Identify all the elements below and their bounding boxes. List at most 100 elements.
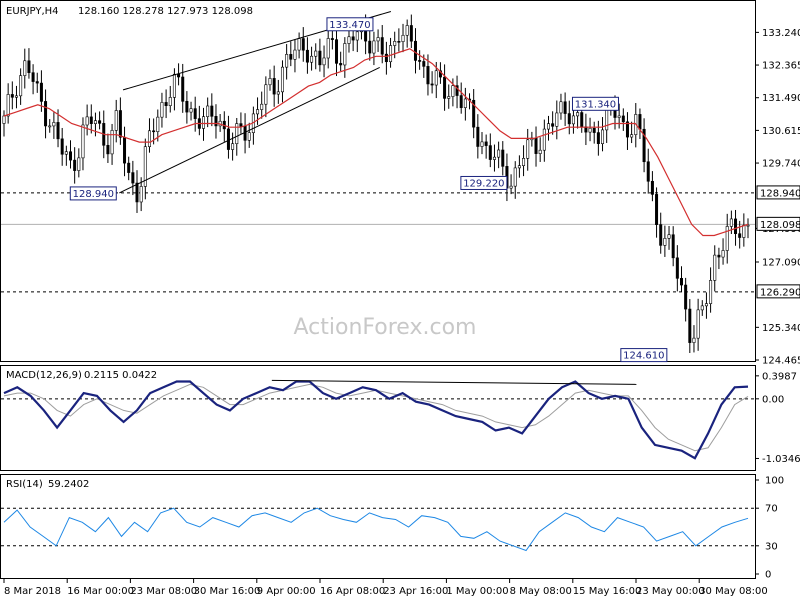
candle-body	[576, 113, 578, 116]
rsi-pane-values: 59.2402	[48, 479, 89, 490]
candle-body	[414, 41, 416, 60]
candle-body	[464, 99, 466, 108]
price-annotation-label: 129.220	[463, 178, 504, 189]
candle-body	[443, 77, 445, 98]
candle-body	[493, 157, 495, 159]
candle-body	[44, 101, 46, 126]
candle-body	[127, 163, 129, 172]
candle-body	[747, 225, 749, 226]
candle-body	[639, 114, 641, 129]
candle-body	[302, 39, 304, 51]
x-tick-label: 1 May 00:00	[446, 586, 508, 597]
candle-body	[11, 94, 13, 97]
price-annotation-label: 131.340	[575, 99, 616, 110]
candle-body	[344, 44, 346, 65]
candle-body	[265, 85, 267, 104]
candle-body	[726, 226, 728, 250]
candle-body	[148, 131, 150, 147]
candle-body	[231, 144, 233, 150]
candle-body	[481, 142, 483, 147]
candle-body	[111, 130, 113, 154]
candle-body	[240, 124, 242, 127]
candle-body	[431, 84, 433, 85]
price-level-box: 126.290	[757, 285, 800, 299]
candle-body	[256, 110, 258, 114]
rsi-y-tick-label: 30	[765, 541, 778, 552]
candle-body	[622, 116, 624, 122]
candle-body	[522, 158, 524, 165]
candle-body	[560, 102, 562, 113]
candle-body	[734, 219, 736, 234]
candle-body	[211, 106, 213, 116]
macd-y-tick-label: 0.3987	[762, 371, 797, 382]
candle-body	[323, 58, 325, 65]
candle-body	[660, 225, 662, 246]
price-y-tick-label: 130.615	[762, 126, 800, 137]
x-tick-label: 16 Apr 08:00	[320, 586, 385, 597]
x-tick-label: 16 Mar 00:00	[67, 586, 134, 597]
x-tick-label: 8 May 08:00	[510, 586, 572, 597]
candle-body	[556, 113, 558, 126]
candle-body	[743, 225, 745, 237]
candle-body	[86, 117, 88, 125]
candle-body	[705, 304, 707, 306]
candle-body	[161, 102, 163, 117]
candle-body	[402, 35, 404, 41]
x-tick-label: 8 Mar 2018	[4, 586, 61, 597]
price-annotation-label: 124.610	[623, 351, 664, 362]
candle-body	[435, 71, 437, 85]
candle-body	[310, 56, 312, 62]
candle-body	[672, 235, 674, 258]
price-y-tick-label: 129.740	[762, 159, 800, 170]
candle-body	[3, 116, 5, 123]
candle-body	[730, 219, 732, 227]
price-annotation-label: 128.940	[73, 189, 114, 200]
candle-body	[119, 111, 121, 138]
price-y-tick-label: 127.090	[762, 257, 800, 268]
candle-body	[190, 109, 192, 112]
price-y-tick-label: 125.340	[762, 323, 800, 334]
candle-body	[15, 96, 17, 97]
candle-body	[693, 338, 695, 342]
candle-body	[24, 61, 26, 76]
rsi-y-tick-label: 0	[765, 570, 771, 581]
candle-body	[78, 158, 80, 171]
candle-body	[572, 116, 574, 124]
candle-body	[427, 66, 429, 84]
candle-body	[489, 146, 491, 160]
rsi-pane-header: RSI(14)	[6, 479, 43, 490]
rsi-y-tick-label: 100	[765, 476, 784, 487]
candle-body	[651, 181, 653, 194]
candle-body	[352, 37, 354, 40]
candle-body	[460, 96, 462, 108]
candle-body	[497, 150, 499, 157]
candle-body	[551, 124, 553, 127]
candle-body	[7, 94, 9, 116]
candle-body	[502, 150, 504, 166]
candle-body	[32, 73, 34, 82]
price-annotation: 133.470	[327, 18, 373, 31]
candle-body	[684, 285, 686, 309]
candle-body	[618, 116, 620, 118]
candle-body	[173, 74, 175, 97]
candle-body	[40, 83, 42, 101]
macd-pane-values: 0.2115 0.0422	[84, 370, 157, 381]
candle-body	[269, 78, 271, 84]
candle-body	[165, 102, 167, 105]
x-tick-label: 23 Apr 16:00	[383, 586, 448, 597]
candle-body	[115, 111, 117, 131]
candle-body	[36, 82, 38, 84]
candle-body	[273, 78, 275, 94]
candle-body	[373, 41, 375, 53]
price-annotation: 131.340	[572, 97, 618, 110]
price-level-box: 128.940	[757, 186, 800, 200]
candle-body	[597, 133, 599, 144]
candle-body	[90, 117, 92, 124]
price-y-tick-label: 132.365	[762, 61, 800, 72]
candle-body	[452, 86, 454, 97]
candle-body	[605, 108, 607, 130]
candle-body	[485, 142, 487, 146]
candle-body	[53, 122, 55, 126]
candle-body	[547, 124, 549, 129]
